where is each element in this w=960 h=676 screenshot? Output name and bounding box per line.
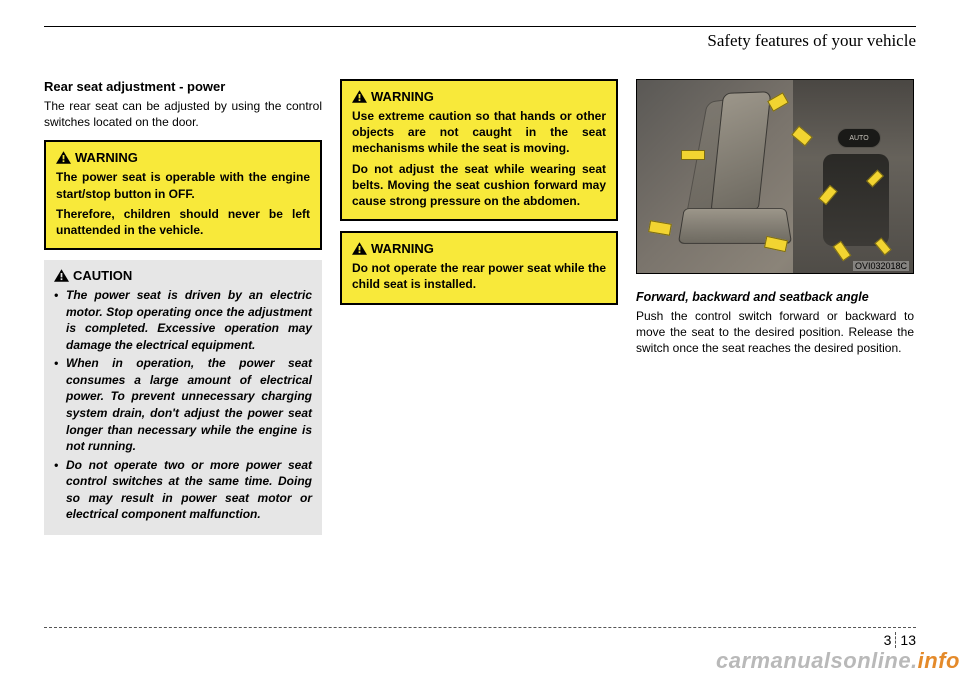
section-heading: Rear seat adjustment - power (44, 79, 322, 94)
warning-icon (352, 90, 367, 103)
warning-text: Do not adjust the seat while wearing sea… (352, 161, 606, 210)
photo-code: OVI032018C (853, 261, 909, 271)
auto-button: AUTO (837, 128, 881, 148)
warning-label: WARNING (371, 241, 434, 256)
seat-illustration (673, 92, 803, 262)
warning-label: WARNING (75, 150, 138, 165)
caution-label: CAUTION (73, 268, 132, 283)
page-footer: 3 13 (44, 627, 916, 648)
caution-item: Do not operate two or more power seat co… (54, 457, 312, 523)
subsection-text: Push the control switch forward or backw… (636, 308, 914, 357)
footer-rule (44, 627, 916, 628)
watermark-accent: info (918, 648, 960, 673)
seat-control-photo: AUTO OVI032018C (636, 79, 914, 274)
warning-title: WARNING (56, 150, 310, 165)
caution-title: CAUTION (54, 268, 312, 283)
warning-text: Use extreme caution so that hands or oth… (352, 108, 606, 157)
page-number: 3 13 (44, 632, 916, 648)
page-number-value: 13 (900, 632, 916, 648)
content-columns: Rear seat adjustment - power The rear se… (44, 79, 916, 535)
arrow-icon (681, 150, 705, 160)
warning-body: Do not operate the rear power seat while… (352, 260, 606, 292)
header-rule (44, 26, 916, 27)
column-3: AUTO OVI032018C Forward, bac (636, 79, 914, 535)
warning-text: The power seat is operable with the engi… (56, 169, 310, 201)
seat-switch-cluster (823, 154, 889, 246)
page-header: Safety features of your vehicle (44, 31, 916, 51)
warning-title: WARNING (352, 89, 606, 104)
caution-icon (54, 269, 69, 282)
warning-icon (56, 151, 71, 164)
subsection-heading: Forward, backward and seatback angle (636, 290, 914, 304)
warning-icon (352, 242, 367, 255)
caution-item: The power seat is driven by an electric … (54, 287, 312, 353)
column-2: WARNING Use extreme caution so that hand… (340, 79, 618, 535)
warning-text: Do not operate the rear power seat while… (352, 260, 606, 292)
warning-body: Use extreme caution so that hands or oth… (352, 108, 606, 209)
warning-box-3: WARNING Do not operate the rear power se… (340, 231, 618, 304)
chapter-number: 3 (884, 632, 892, 648)
watermark-text: carmanualsonline. (716, 648, 918, 673)
caution-item: When in operation, the power seat consum… (54, 355, 312, 454)
warning-title: WARNING (352, 241, 606, 256)
arrow-icon (648, 220, 672, 236)
warning-box-1: WARNING The power seat is operable with … (44, 140, 322, 250)
intro-text: The rear seat can be adjusted by using t… (44, 98, 322, 130)
watermark: carmanualsonline.info (716, 648, 960, 674)
caution-box: CAUTION The power seat is driven by an e… (44, 260, 322, 535)
column-1: Rear seat adjustment - power The rear se… (44, 79, 322, 535)
warning-body: The power seat is operable with the engi… (56, 169, 310, 238)
page-separator (895, 632, 896, 648)
warning-box-2: WARNING Use extreme caution so that hand… (340, 79, 618, 221)
caution-body: The power seat is driven by an electric … (54, 287, 312, 523)
warning-text: Therefore, children should never be left… (56, 206, 310, 238)
warning-label: WARNING (371, 89, 434, 104)
